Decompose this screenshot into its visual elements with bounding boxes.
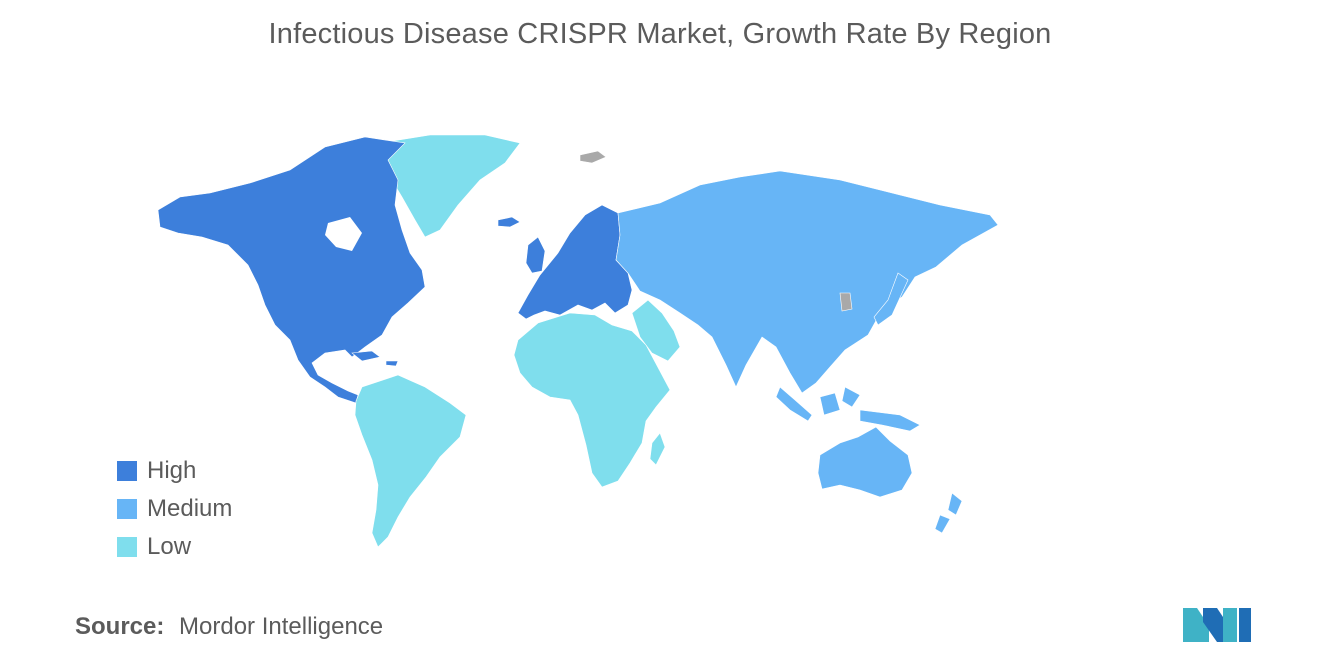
legend-label-medium: Medium	[147, 495, 233, 522]
legend-label-low: Low	[147, 533, 192, 560]
source-note: Source: Mordor Intelligence	[75, 613, 383, 641]
region-korea[interactable]	[839, 292, 853, 312]
region-australia[interactable]	[817, 426, 913, 498]
region-madagascar[interactable]	[649, 432, 666, 466]
region-svalbard[interactable]	[579, 150, 607, 164]
source-label: Source:	[75, 613, 165, 640]
region-se-asia-islands[interactable]	[775, 386, 921, 432]
legend-item-high: High	[117, 452, 232, 490]
region-asia[interactable]	[615, 170, 999, 394]
source-text: Mordor Intelligence	[179, 613, 384, 640]
region-japan[interactable]	[873, 272, 909, 326]
legend-swatch-medium	[117, 499, 137, 519]
hudson-bay	[325, 217, 362, 251]
region-europe[interactable]	[517, 204, 633, 320]
legend: High Medium Low	[117, 452, 232, 566]
region-new-zealand[interactable]	[934, 492, 963, 534]
region-caribbean[interactable]	[351, 350, 399, 367]
region-south-america[interactable]	[354, 374, 467, 548]
mordor-intelligence-logo-icon	[1183, 608, 1251, 642]
legend-item-low: Low	[117, 528, 232, 566]
region-north-america[interactable]	[157, 136, 426, 404]
world-map	[157, 134, 999, 548]
chart-title: Infectious Disease CRISPR Market, Growth…	[268, 18, 1052, 50]
legend-swatch-low	[117, 537, 137, 557]
region-uk[interactable]	[525, 236, 546, 274]
legend-item-medium: Medium	[117, 490, 232, 528]
region-iceland[interactable]	[497, 216, 521, 228]
region-middle-east[interactable]	[631, 299, 681, 362]
legend-swatch-high	[117, 461, 137, 481]
region-africa[interactable]	[513, 312, 671, 488]
legend-label-high: High	[147, 457, 197, 484]
